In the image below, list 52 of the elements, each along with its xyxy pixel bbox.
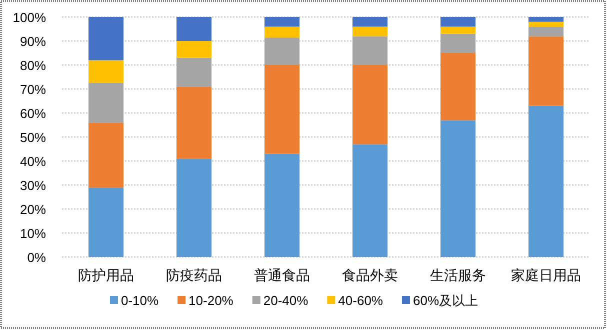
bar [352, 17, 388, 27]
bar [176, 86, 212, 159]
bar [352, 144, 388, 257]
bar [352, 26, 388, 36]
bar [88, 187, 124, 257]
bar [264, 37, 300, 65]
x-tick-label: 家庭日用品 [511, 267, 581, 283]
y-tick-label: 20% [20, 202, 46, 217]
legend-label: 10-20% [188, 293, 234, 308]
bar [88, 83, 124, 123]
bar [440, 26, 476, 34]
bar [352, 36, 388, 65]
bar [176, 41, 212, 58]
x-tick-label: 生活服务 [430, 267, 486, 283]
y-tick-label: 0% [27, 250, 46, 265]
bar [264, 65, 300, 154]
bar [440, 34, 476, 53]
bar [176, 158, 212, 257]
bar [176, 17, 212, 41]
x-tick-label: 防护用品 [78, 267, 134, 283]
x-tick-label: 防疫药品 [166, 267, 222, 283]
bar [264, 17, 300, 27]
x-tick-label: 食品外卖 [342, 267, 398, 283]
x-tick-label: 普通食品 [254, 267, 310, 283]
bar [264, 154, 300, 257]
bar [88, 122, 124, 188]
y-tick-label: 100% [12, 10, 46, 25]
bar [264, 26, 300, 38]
bar [88, 17, 124, 60]
y-tick-label: 60% [20, 106, 46, 121]
y-tick-label: 40% [20, 154, 46, 169]
bar [352, 65, 388, 144]
bar [528, 106, 564, 257]
bar [440, 53, 476, 120]
bar [440, 17, 476, 27]
bar [528, 22, 564, 27]
y-tick-label: 70% [20, 82, 46, 97]
bar [88, 60, 124, 83]
legend-label: 0-10% [120, 293, 159, 308]
y-tick-label: 10% [20, 226, 46, 241]
legend-label: 60%及以上 [412, 293, 478, 308]
y-tick-label: 80% [20, 58, 46, 73]
y-tick-label: 90% [20, 34, 46, 49]
bar [176, 58, 212, 87]
legend-label: 40-60% [338, 293, 384, 308]
y-tick-label: 50% [20, 130, 46, 145]
bar [528, 26, 564, 36]
bar [528, 17, 564, 22]
y-tick-label: 30% [20, 178, 46, 193]
bar [440, 120, 476, 257]
bar [528, 36, 564, 106]
legend-label: 20-40% [263, 293, 309, 308]
